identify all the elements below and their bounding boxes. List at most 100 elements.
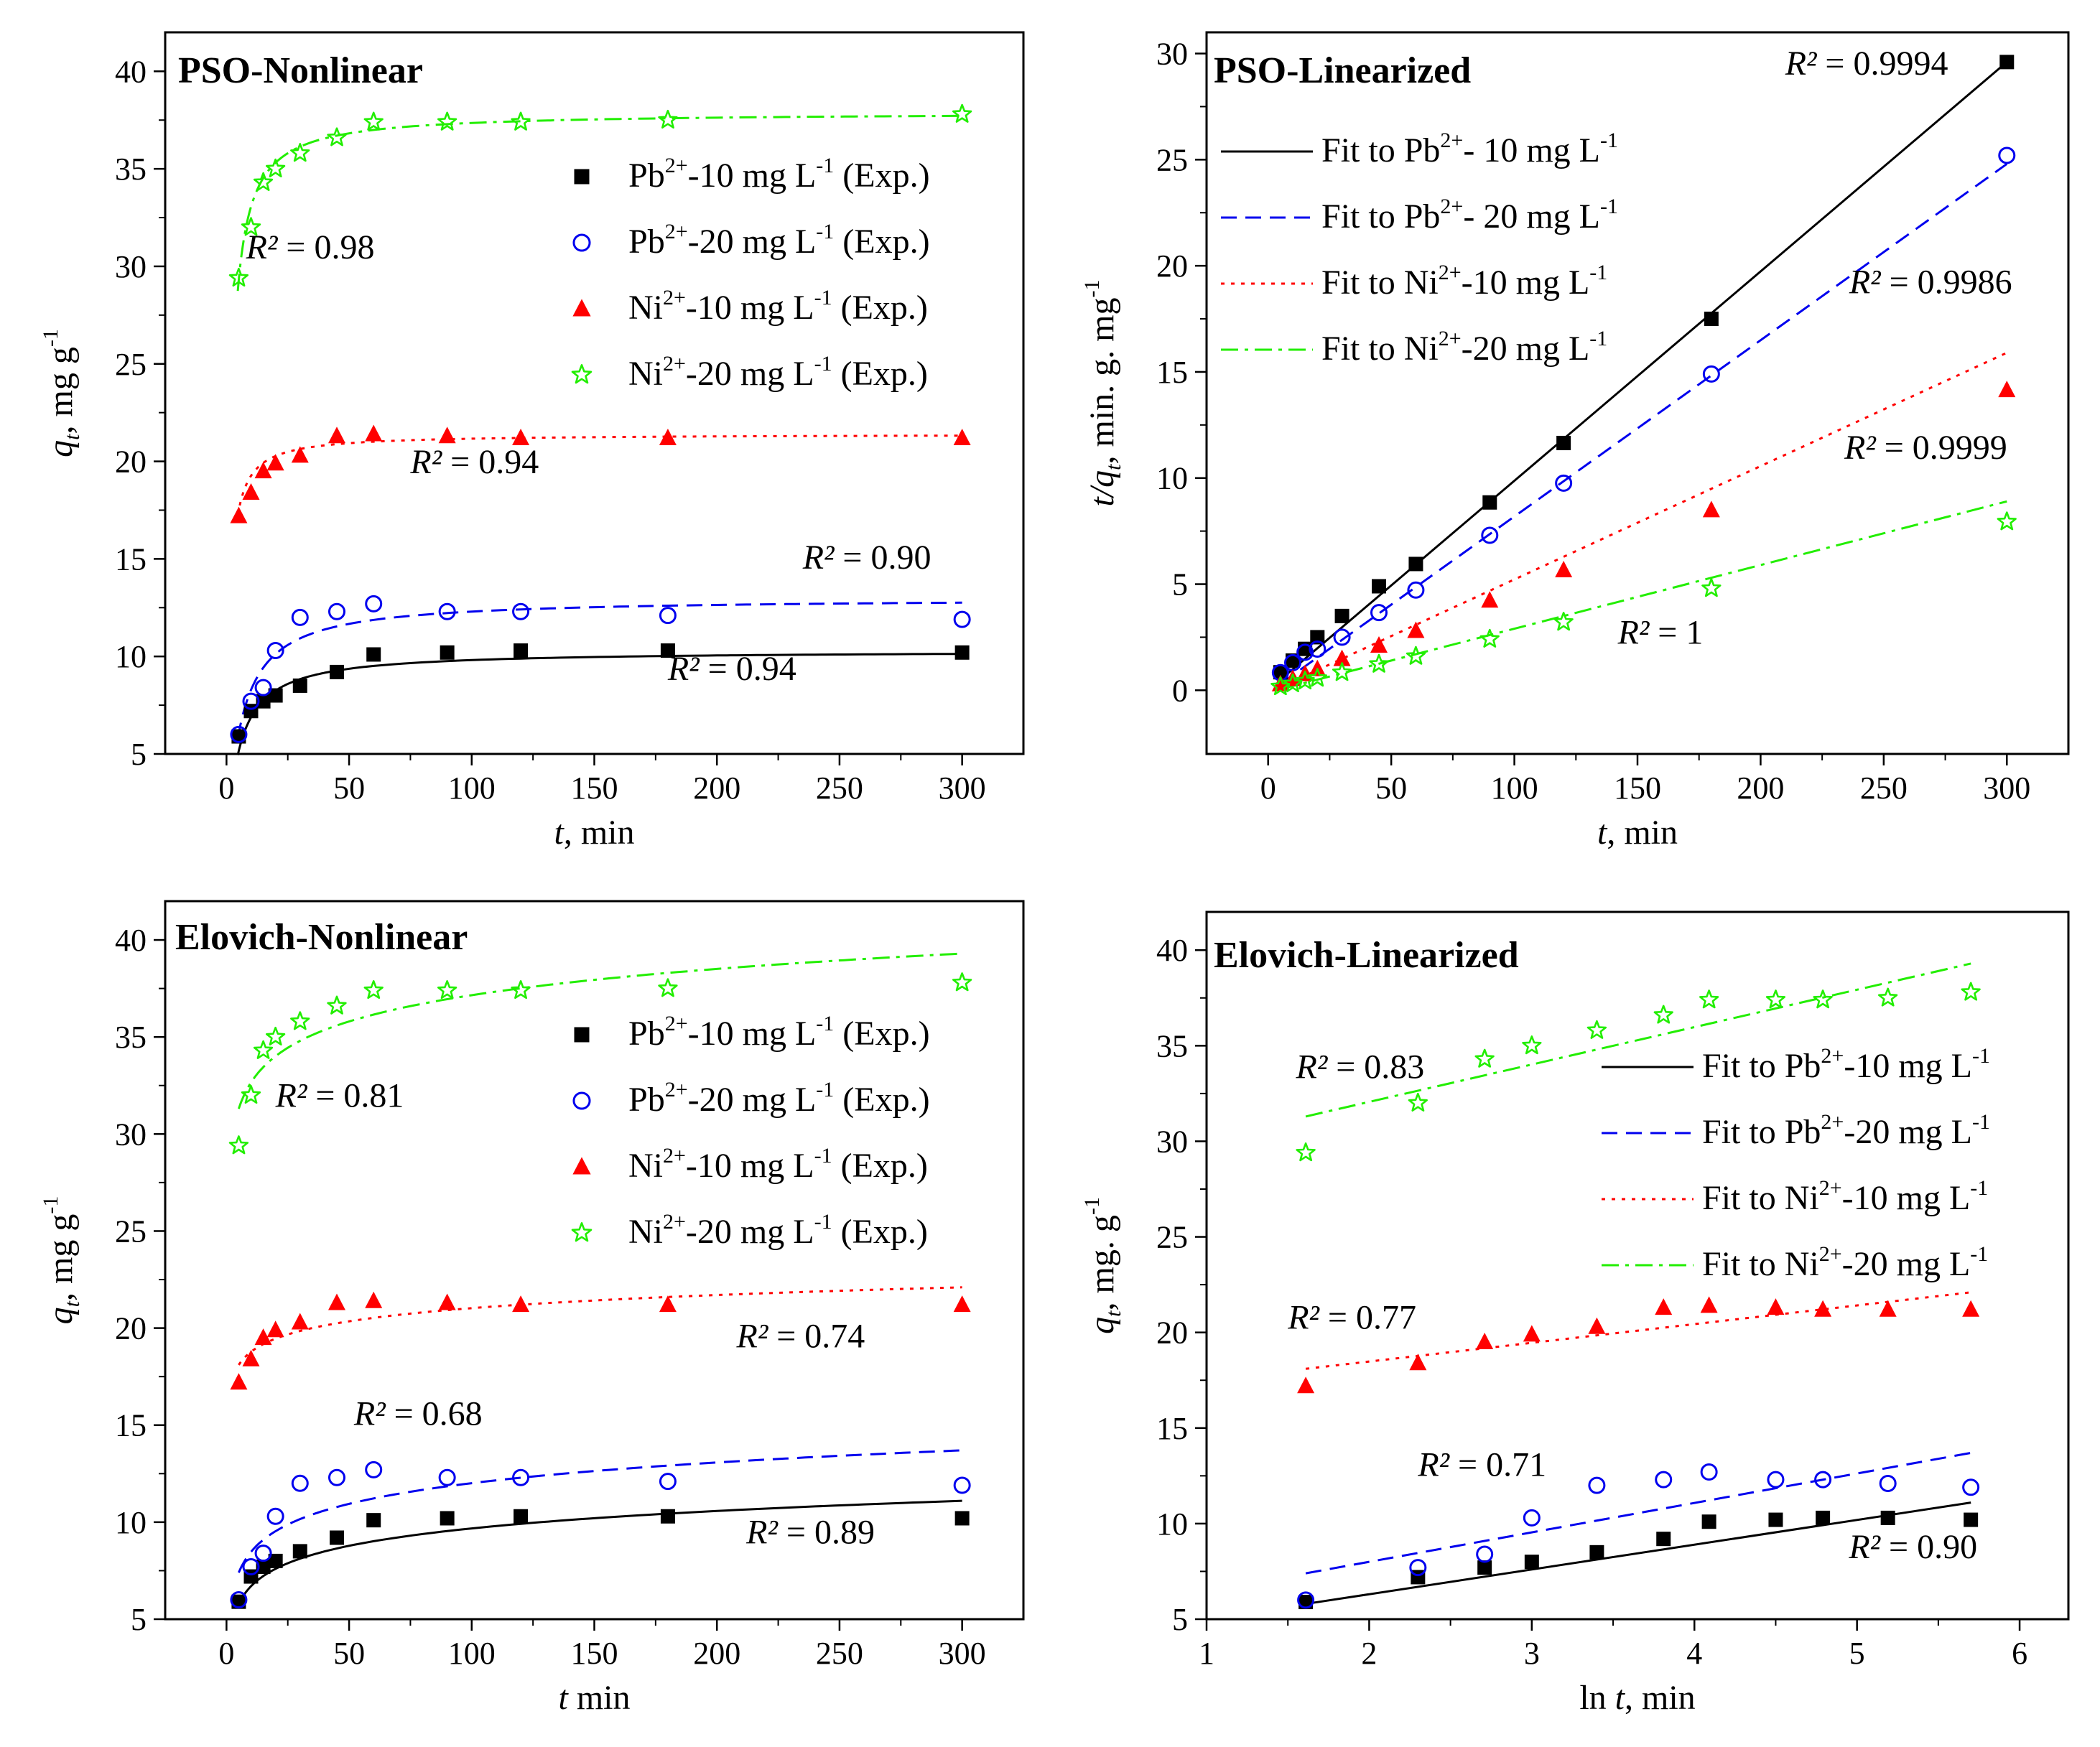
data-point-ni10 <box>1284 669 1301 686</box>
x-tick-label: 4 <box>1686 1636 1702 1671</box>
fit-line-pb20 <box>1280 163 2008 685</box>
data-point-ni20 <box>437 111 457 131</box>
legend-marker-ni10 <box>572 1157 591 1175</box>
data-point-ni20 <box>1961 982 1981 1001</box>
plot-frame <box>1205 910 2070 1621</box>
legend-label: Ni2+-20 mg L-1 (Exp.) <box>628 352 928 393</box>
data-point-pb10 <box>366 1513 381 1528</box>
fit-line-ni10 <box>238 1286 962 1366</box>
fit-line-pb10 <box>1279 61 2008 681</box>
chart-pso-linearized: 0 50 100 150 200 250 300 0 5 10 15 20 25 30 t, min t/qt… <box>1080 31 2070 852</box>
x-tick-label: 200 <box>693 1636 740 1671</box>
r-squared-label: R² = 0.74 <box>736 1318 865 1356</box>
y-tick-label: 35 <box>115 1020 147 1055</box>
legend-marker-ni20 <box>571 1222 593 1242</box>
data-point-pb20 <box>291 1474 309 1492</box>
data-point-pb20 <box>328 1468 345 1486</box>
data-point-pb20 <box>659 1473 677 1491</box>
y-tick-label: 25 <box>1156 142 1188 177</box>
data-point-ni10 <box>242 483 260 500</box>
y-tick-label: 25 <box>115 1213 147 1249</box>
y-tick-label: 10 <box>115 1505 147 1540</box>
data-point-ni10 <box>291 1313 309 1330</box>
data-point-pb20 <box>1700 1463 1718 1481</box>
x-tick-label: 300 <box>1983 770 2030 806</box>
data-point-ni20 <box>1699 989 1719 1009</box>
y-tick-label: 5 <box>1172 567 1188 602</box>
data-point-pb20 <box>1588 1476 1606 1494</box>
data-point-ni10 <box>1481 591 1499 608</box>
data-point-pb20 <box>1476 1545 1494 1563</box>
legend-marker-pb10 <box>574 169 590 185</box>
data-point-pb20 <box>242 692 260 710</box>
data-point-ni10 <box>1476 1332 1494 1349</box>
data-point-pb10 <box>1524 1555 1539 1570</box>
data-point-pb10 <box>1964 1512 1979 1527</box>
data-point-ni20 <box>952 972 972 992</box>
data-point-ni20 <box>290 1011 310 1030</box>
fit-line-pb10 <box>1305 1501 1971 1606</box>
x-tick-label: 100 <box>448 1636 496 1671</box>
r-squared-label: R² = 0.94 <box>667 650 796 688</box>
legend-label: Fit to Ni2+-20 mg L-1 <box>1321 327 1607 368</box>
y-tick-label: 15 <box>115 1408 147 1443</box>
data-point-pb10 <box>660 1509 675 1524</box>
x-tick-label: 200 <box>1737 770 1784 806</box>
data-point-pb20 <box>1407 581 1425 599</box>
data-point-ni20 <box>1997 511 2017 531</box>
y-tick-label: 5 <box>1172 1602 1188 1637</box>
r-squared-label: R² = 0.94 <box>409 443 539 481</box>
data-point-ni20 <box>1813 989 1833 1009</box>
data-point-ni20 <box>265 158 286 177</box>
panel-title: PSO-Nonlinear <box>178 50 423 91</box>
plot-frame <box>164 31 1025 755</box>
data-point-ni10 <box>953 428 971 445</box>
r-squared-label: R² = 0.90 <box>802 539 931 577</box>
data-point-pb10 <box>1999 55 2015 70</box>
panel-title: Elovich-Nonlinear <box>175 917 468 958</box>
data-point-ni20 <box>1332 662 1352 681</box>
data-point-pb10 <box>330 664 344 679</box>
data-point-pb20 <box>1297 1591 1315 1609</box>
data-point-pb10 <box>1273 665 1288 680</box>
legend-marker-pb20 <box>572 1091 591 1110</box>
data-point-pb10 <box>292 1544 307 1559</box>
data-point-ni20 <box>1586 1020 1607 1039</box>
legend-label: Fit to Pb2+-20 mg L-1 <box>1702 1110 1990 1151</box>
legend-label: Pb2+-10 mg L-1 (Exp.) <box>628 154 930 195</box>
fit-line-ni20 <box>1305 962 1971 1118</box>
data-point-ni10 <box>659 428 677 445</box>
data-point-pb10 <box>256 694 271 709</box>
data-point-pb20 <box>242 1558 260 1576</box>
x-tick-label: 0 <box>218 770 234 806</box>
data-point-ni20 <box>228 267 249 287</box>
fit-line-ni20 <box>237 952 962 1109</box>
data-point-pb20 <box>512 602 530 620</box>
x-axis-label: t, min <box>1597 814 1678 852</box>
data-point-pb20 <box>1370 604 1388 622</box>
data-point-pb10 <box>1372 579 1386 594</box>
r-squared-label: R² = 0.81 <box>275 1076 404 1114</box>
data-point-pb20 <box>1962 1478 1980 1496</box>
y-tick-label: 25 <box>1156 1220 1188 1255</box>
data-point-ni20 <box>1474 1048 1495 1068</box>
data-point-ni10 <box>1409 1354 1427 1371</box>
x-axis-label: t, min <box>554 814 634 852</box>
data-point-ni20 <box>511 111 531 131</box>
data-point-ni20 <box>658 109 678 129</box>
data-point-pb20 <box>1879 1474 1897 1492</box>
data-point-pb10 <box>268 688 283 703</box>
r-squared-label: R² = 1 <box>1617 613 1704 651</box>
data-point-pb20 <box>230 725 248 743</box>
data-point-pb10 <box>514 1509 529 1524</box>
data-point-ni10 <box>1588 1317 1606 1334</box>
x-axis-label: ln t, min <box>1579 1679 1695 1717</box>
x-tick-label: 100 <box>1491 770 1538 806</box>
data-point-pb20 <box>659 607 677 625</box>
data-point-ni20 <box>327 995 347 1015</box>
data-point-ni20 <box>437 980 457 1000</box>
chart-pso-nonlinear: 0 50 100 150 200 250 300 5 10 15 20 25 30 35 40 t, min q… <box>39 31 1025 852</box>
data-point-ni20 <box>1408 1092 1428 1112</box>
legend-marker-ni20 <box>571 364 593 384</box>
data-point-pb20 <box>230 1590 248 1608</box>
